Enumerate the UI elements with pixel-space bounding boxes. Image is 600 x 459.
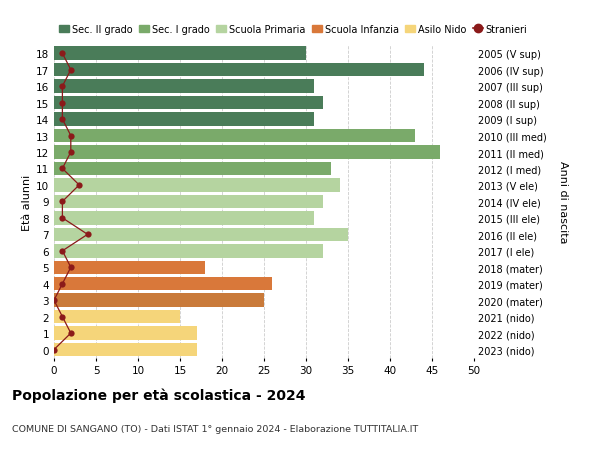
Bar	[54, 212, 314, 225]
Bar	[54, 47, 306, 61]
Bar	[54, 228, 348, 241]
Bar	[54, 162, 331, 176]
Bar	[54, 294, 264, 307]
Y-axis label: Età alunni: Età alunni	[22, 174, 32, 230]
Bar	[54, 146, 440, 159]
Bar	[54, 80, 314, 94]
Text: COMUNE DI SANGANO (TO) - Dati ISTAT 1° gennaio 2024 - Elaborazione TUTTITALIA.IT: COMUNE DI SANGANO (TO) - Dati ISTAT 1° g…	[12, 425, 418, 434]
Bar	[54, 343, 197, 357]
Bar	[54, 261, 205, 274]
Bar	[54, 277, 272, 291]
Bar	[54, 310, 180, 324]
Bar	[54, 64, 424, 77]
Legend: Sec. II grado, Sec. I grado, Scuola Primaria, Scuola Infanzia, Asilo Nido, Stran: Sec. II grado, Sec. I grado, Scuola Prim…	[59, 25, 527, 35]
Bar	[54, 129, 415, 143]
Bar	[54, 113, 314, 127]
Bar	[54, 97, 323, 110]
Bar	[54, 195, 323, 209]
Text: Popolazione per età scolastica - 2024: Popolazione per età scolastica - 2024	[12, 388, 305, 403]
Y-axis label: Anni di nascita: Anni di nascita	[558, 161, 568, 243]
Bar	[54, 179, 340, 192]
Bar	[54, 245, 323, 258]
Bar	[54, 327, 197, 340]
